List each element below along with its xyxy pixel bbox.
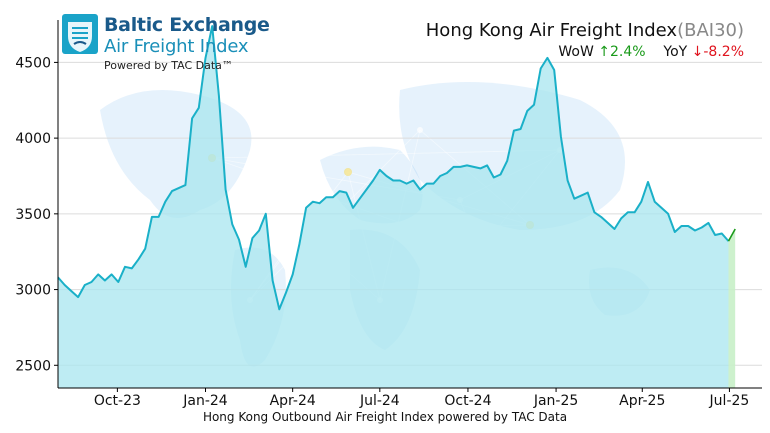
logo-product: Air Freight Index: [104, 36, 249, 57]
y-tick-label: 4500: [15, 55, 51, 71]
arrow-up-icon: ↑: [598, 44, 610, 60]
map-link: [211, 149, 561, 159]
x-tick-label: Oct-24: [444, 393, 491, 409]
area-series: [57, 25, 736, 388]
x-tick-label: Jan-25: [533, 393, 578, 409]
latest-week-line: [727, 228, 736, 242]
baltic-exchange-logo: Baltic Exchange Air Freight Index Powere…: [62, 14, 270, 74]
x-axis-label: Hong Kong Outbound Air Freight Index pow…: [202, 410, 568, 424]
x-tick-label: Apr-24: [270, 393, 316, 409]
series-line: [57, 25, 730, 311]
axes: 2500 3000 3500 4000 4500 Oct-23 Jan-24 Apr-24 Ju…: [15, 20, 762, 409]
x-tick-label: Jul-25: [709, 393, 750, 409]
yoy-label: YoY: [663, 44, 688, 60]
x-tick-label: Jan-24: [182, 393, 228, 409]
yoy-value: -8.2%: [703, 44, 744, 60]
arrow-down-icon: ↓: [691, 44, 704, 60]
latest-week-area-fill: [728, 229, 736, 388]
map-highlight: [344, 168, 352, 176]
wow-label: WoW: [558, 44, 594, 60]
lion-crest-icon: [62, 14, 98, 54]
powered-by: Powered by TAC Data™: [104, 59, 233, 72]
wow-value: 2.4%: [609, 44, 646, 60]
map-node: [417, 127, 423, 133]
series-area-fill: [58, 26, 729, 388]
change-summary: WoW ↑2.4% YoY ↓-8.2%: [558, 44, 744, 60]
y-tick-label: 3000: [15, 283, 51, 299]
index-code: (BAI30): [677, 20, 744, 41]
x-tick-label: Jul-24: [359, 393, 400, 409]
y-tick-label: 4000: [15, 131, 51, 147]
x-tick-label: Oct-23: [94, 393, 141, 409]
logo-title: Baltic Exchange: [104, 14, 270, 36]
y-tick-label: 3500: [15, 207, 51, 223]
title-text: Hong Kong Air Freight Index: [425, 20, 678, 41]
y-tick-label: 2500: [15, 358, 51, 374]
x-tick-label: Apr-25: [619, 393, 665, 409]
chart-title: Hong Kong Air Freight Index(BAI30): [426, 20, 744, 41]
